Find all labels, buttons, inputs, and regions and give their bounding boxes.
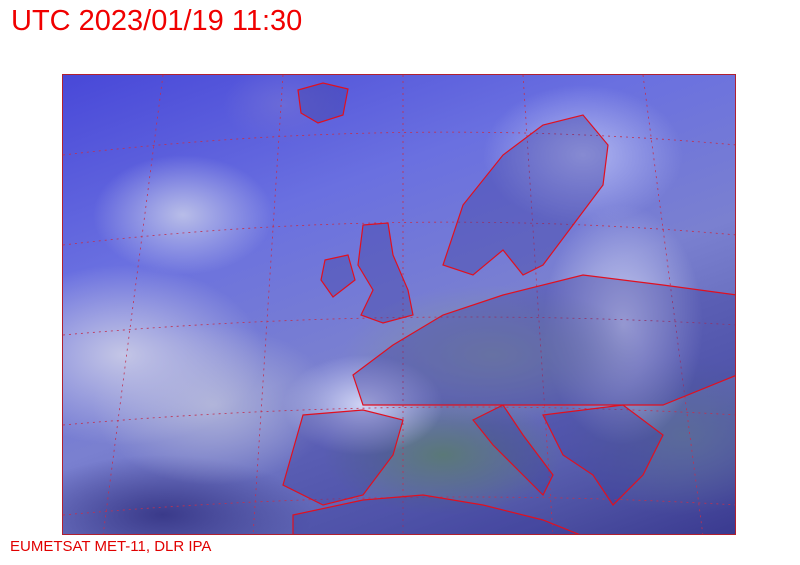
scandinavia (442, 114, 609, 276)
iberia (282, 409, 404, 506)
iceland (297, 82, 349, 124)
coastline-overlay (63, 75, 735, 534)
image-credit: EUMETSAT MET-11, DLR IPA (10, 538, 212, 555)
north-africa (292, 494, 580, 534)
mainland-europe (352, 274, 735, 406)
coastlines (282, 82, 735, 534)
ireland (320, 254, 356, 298)
italy (472, 404, 554, 497)
great-britain (357, 222, 414, 324)
timestamp-title: UTC 2023/01/19 11:30 (11, 5, 303, 37)
satellite-image (62, 74, 736, 535)
balkans-greece (542, 404, 664, 506)
